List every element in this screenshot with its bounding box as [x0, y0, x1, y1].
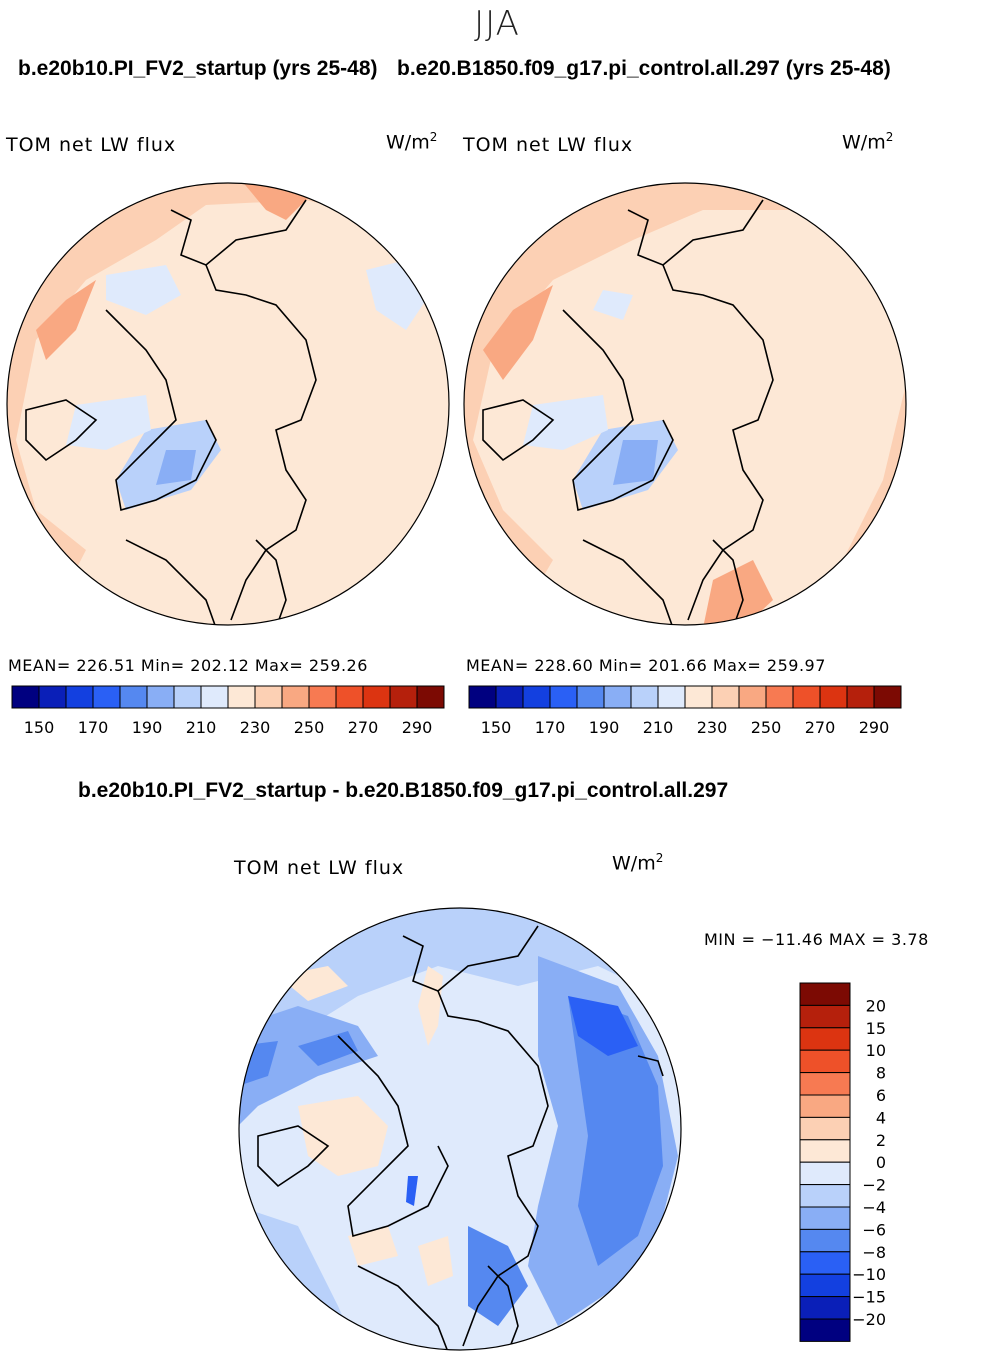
diff-colorbar-tick-label: −8: [862, 1243, 886, 1262]
panel-2-colorbar-tick-label: 190: [589, 718, 620, 737]
diff-colorbar-swatch: [799, 1049, 851, 1074]
panel-2-colorbar-tick-label: 150: [481, 718, 512, 737]
panel-2-colorbar-tick-label: 290: [859, 718, 890, 737]
panel-2-colorbar-tick-label: 170: [535, 718, 566, 737]
diff-colorbar-tick-label: 10: [866, 1041, 886, 1060]
panel-1-colorbar-tick-label: 290: [402, 718, 433, 737]
panel-2-units: W/m2: [842, 130, 894, 154]
panel-1-colorbar-swatch: [308, 685, 337, 709]
panel-1-colorbar-swatch: [335, 685, 364, 709]
diff-colorbar-swatch: [799, 982, 851, 1006]
panel-1-colorbar-swatch: [227, 685, 256, 709]
panel-2-colorbar: 150 170 190 210 230 250 270 290: [468, 685, 902, 737]
diff-colorbar-tick-label: 20: [866, 996, 886, 1015]
diff-colorbar-swatch: [799, 1228, 851, 1253]
panel-1-colorbar-swatch: [146, 685, 175, 709]
panel-2-map: [463, 182, 907, 626]
panel-2-colorbar-swatch: [630, 685, 659, 709]
panel-2-stats: MEAN= 228.60 Min= 201.66 Max= 259.97: [466, 656, 826, 675]
panel-2-colorbar-swatch: [738, 685, 767, 709]
panel-2-colorbar-swatch: [522, 685, 551, 709]
panel-1-colorbar-swatch: [173, 685, 202, 709]
panel-1-colorbar-tick-label: 210: [186, 718, 217, 737]
diff-colorbar-tick-label: 0: [876, 1153, 886, 1172]
panel-2-colorbar-tick-label: 230: [697, 718, 728, 737]
panel-1-colorbar-swatch: [389, 685, 418, 709]
panel-1-map: [6, 182, 450, 626]
panel-1-colorbar-tick-label: 170: [78, 718, 109, 737]
panel-2-colorbar-swatch: [819, 685, 848, 709]
panel-2-colorbar-swatch: [765, 685, 794, 709]
panel-1-colorbar-tick-label: 230: [240, 718, 271, 737]
panel-1-colorbar-tick-label: 150: [24, 718, 55, 737]
diff-colorbar-swatch: [799, 1004, 851, 1029]
panel-1-colorbar-swatch: [254, 685, 283, 709]
panel-2-colorbar-swatch: [603, 685, 632, 709]
panel-2-colorbar-swatch: [873, 685, 902, 709]
diff-colorbar-swatch: [799, 1273, 851, 1298]
diff-colorbar-swatch: [799, 1184, 851, 1208]
panel-1-colorbar-tick-label: 190: [132, 718, 163, 737]
panel-2-colorbar-swatch: [495, 685, 524, 709]
panel-1-colorbar-swatch: [416, 685, 445, 709]
panel-2-colorbar-tick-label: 250: [751, 718, 782, 737]
diff-colorbar-swatch: [799, 1206, 851, 1230]
diff-colorbar-swatch: [799, 1072, 851, 1096]
panel-1-colorbar-swatch: [38, 685, 67, 709]
panel-2-colorbar-swatch: [657, 685, 686, 709]
diff-colorbar-tick-label: 15: [866, 1019, 886, 1038]
diff-colorbar-tick-label: 8: [876, 1064, 886, 1083]
diff-colorbar-swatch: [799, 1139, 851, 1163]
panel-1-units: W/m2: [386, 130, 438, 154]
panel-2-colorbar-tick-label: 270: [805, 718, 836, 737]
diff-colorbar-swatch: [799, 1027, 851, 1051]
diff-colorbar-tick-label: −20: [852, 1310, 886, 1329]
panel-1-title: b.e20b10.PI_FV2_startup (yrs 25-48): [18, 57, 378, 80]
diff-colorbar-tick-label: 6: [876, 1086, 886, 1105]
diff-units: W/m2: [612, 851, 664, 875]
diff-colorbar-swatch: [799, 1318, 851, 1342]
diff-colorbar-tick-label: −2: [862, 1176, 886, 1195]
panel-2-colorbar-swatch: [711, 685, 740, 709]
panel-1-colorbar-swatch: [362, 685, 391, 709]
panel-1-colorbar-swatch: [200, 685, 229, 709]
panel-1-colorbar-tick-label: 250: [294, 718, 325, 737]
panel-1-variable: TOM net LW flux: [6, 134, 177, 156]
diff-title: b.e20b10.PI_FV2_startup - b.e20.B1850.f0…: [78, 779, 729, 802]
panel-2-colorbar-swatch: [684, 685, 713, 709]
diff-minmax: MIN = −11.46 MAX = 3.78: [704, 930, 929, 949]
panel-2-colorbar-swatch: [549, 685, 578, 709]
season-title: JJA: [474, 4, 520, 44]
panel-1-colorbar-tick-label: 270: [348, 718, 379, 737]
diff-colorbar-tick-label: −6: [862, 1220, 886, 1239]
diff-colorbar-tick-label: 2: [876, 1131, 886, 1150]
panel-2-colorbar-tick-label: 210: [643, 718, 674, 737]
panel-2-colorbar-swatch: [846, 685, 875, 709]
panel-1-colorbar-swatch: [281, 685, 310, 709]
panel-1-colorbar-swatch: [119, 685, 148, 709]
panel-1-colorbar-swatch: [65, 685, 94, 709]
diff-map: [238, 907, 682, 1351]
diff-variable: TOM net LW flux: [234, 857, 405, 879]
panel-2-colorbar-swatch: [468, 685, 497, 709]
diff-colorbar-swatch: [799, 1116, 851, 1141]
diff-colorbar-tick-label: 4: [876, 1108, 886, 1127]
panel-1-stats: MEAN= 226.51 Min= 202.12 Max= 259.26: [8, 656, 368, 675]
diff-colorbar-tick-label: −15: [852, 1288, 886, 1307]
panel-1-colorbar-swatch: [92, 685, 121, 709]
diff-colorbar-swatch: [799, 1251, 851, 1275]
diff-colorbar-tick-label: −4: [862, 1198, 886, 1217]
panel-2-title: b.e20.B1850.f09_g17.pi_control.all.297 (…: [397, 57, 891, 80]
diff-colorbar-tick-label: −10: [852, 1265, 886, 1284]
diff-colorbar-swatch: [799, 1296, 851, 1320]
panel-1-colorbar: 150 170 190 210 230 250 270 290: [11, 685, 445, 737]
panel-2-variable: TOM net LW flux: [463, 134, 634, 156]
diff-colorbar-swatch: [799, 1094, 851, 1118]
panel-1-colorbar-swatch: [11, 685, 40, 709]
panel-2-colorbar-swatch: [576, 685, 605, 709]
panel-2-colorbar-swatch: [792, 685, 821, 709]
diff-colorbar-swatch: [799, 1161, 851, 1186]
